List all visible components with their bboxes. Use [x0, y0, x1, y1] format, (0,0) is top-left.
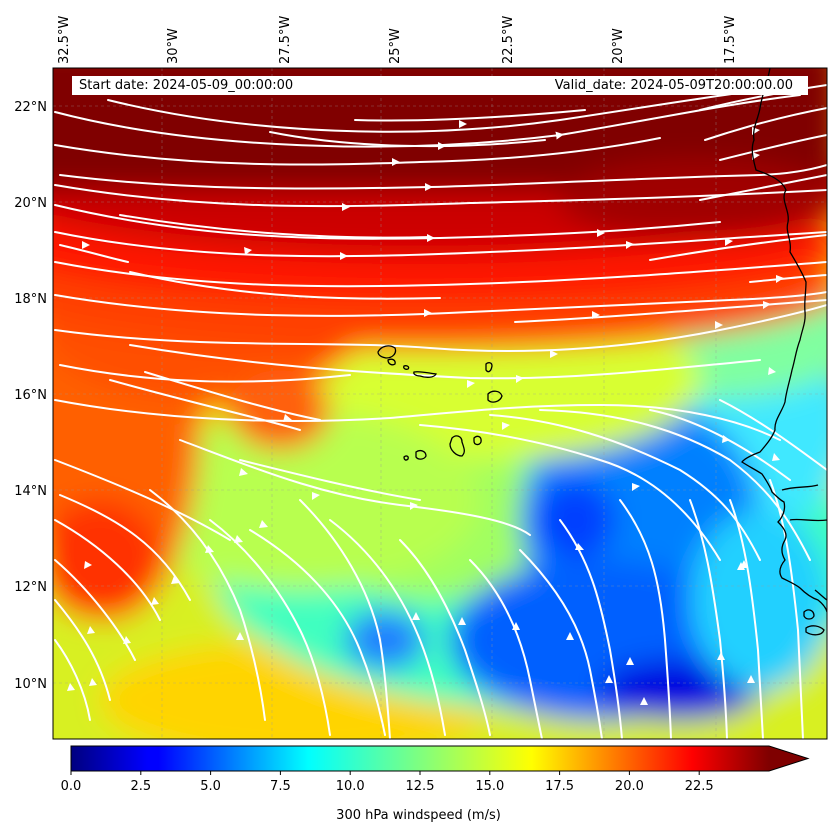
- colorbar-tick-label: 20.0: [615, 779, 644, 794]
- lon-labels: 32.5°W 30°W 27.5°W 25°W 22.5°W 20°W 17.5…: [57, 16, 738, 64]
- lon-label: 32.5°W: [57, 16, 72, 64]
- colorbar-tick-label: 2.5: [130, 779, 151, 794]
- lat-label: 22°N: [14, 100, 47, 115]
- lon-label: 17.5°W: [723, 16, 738, 64]
- africa-coastline: [741, 68, 827, 613]
- windspeed-field: [53, 68, 827, 739]
- lat-label: 18°N: [14, 292, 47, 307]
- lon-label: 22.5°W: [501, 16, 516, 64]
- guinea-coast: [814, 589, 827, 601]
- lat-label: 10°N: [14, 677, 47, 692]
- cape-verde-islands: [377, 345, 503, 461]
- sal: [485, 362, 493, 373]
- sao-vicente: [387, 358, 396, 366]
- colorbar-tick-label: 17.5: [545, 779, 574, 794]
- bissagos-2: [805, 625, 825, 636]
- santiago: [449, 435, 465, 457]
- bissagos-1: [803, 609, 815, 620]
- boa-vista: [487, 390, 503, 403]
- lon-label: 25°W: [388, 28, 403, 64]
- lat-label: 12°N: [14, 580, 47, 595]
- santo-antao: [377, 345, 397, 359]
- lon-label: 30°W: [166, 28, 181, 64]
- colorbar: 0.0 2.5 5.0 7.5 10.0 12.5 15.0 17.5 20.0 22.5: [61, 745, 810, 794]
- colorbar-tick-label: 10.0: [336, 779, 365, 794]
- lon-label: 27.5°W: [278, 16, 293, 64]
- brava: [403, 455, 409, 461]
- coastlines: [741, 68, 827, 636]
- lat-labels: 22°N 20°N 18°N 16°N 14°N 12°N 10°N: [14, 100, 47, 692]
- fogo: [415, 449, 427, 460]
- colorbar-tick-label: 0.0: [61, 779, 82, 794]
- colorbar-tick-label: 5.0: [200, 779, 221, 794]
- senegal-river: [781, 484, 819, 491]
- sao-nicolau: [413, 371, 437, 378]
- colorbar-tick-label: 12.5: [406, 779, 435, 794]
- lat-label: 20°N: [14, 196, 47, 211]
- lon-label: 20°W: [611, 28, 626, 64]
- colorbar-tick-label: 22.5: [685, 779, 714, 794]
- valid-date-label: Valid_date: 2024-05-09T20:00:00.00: [554, 76, 800, 95]
- colorbar-gradient: [71, 746, 769, 771]
- lat-label: 16°N: [14, 388, 47, 403]
- map-frame: [52, 67, 828, 740]
- colorbar-tick-label: 7.5: [270, 779, 291, 794]
- flow-arrows: [67, 120, 784, 705]
- gambia-coast: [789, 518, 827, 522]
- maio: [473, 435, 482, 446]
- santa-luzia: [403, 365, 410, 370]
- colorbar-extend-arrow: [769, 746, 808, 771]
- lat-label: 14°N: [14, 484, 47, 499]
- gridlines: [53, 68, 827, 739]
- colorbar-tick-label: 15.0: [475, 779, 504, 794]
- colorbar-label: 300 hPa windspeed (m/s): [336, 808, 501, 823]
